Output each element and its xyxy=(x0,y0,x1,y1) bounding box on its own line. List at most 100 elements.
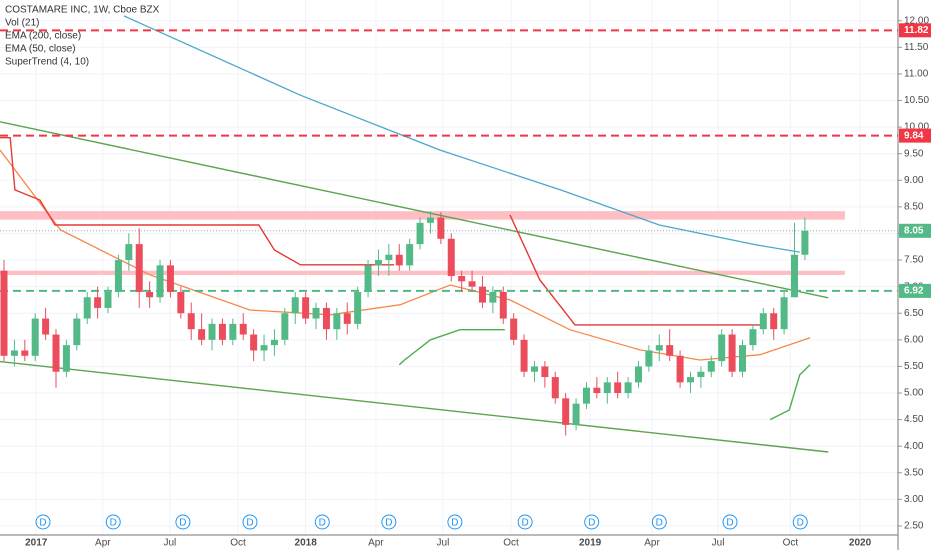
price-label: 11.82 xyxy=(904,25,929,36)
x-tick-label: Oct xyxy=(783,538,799,549)
candle-body xyxy=(582,387,590,404)
price-label: 9.84 xyxy=(904,130,924,141)
y-tick-label: 3.50 xyxy=(904,467,924,478)
legend: COSTAMARE INC, 1W, Cboe BZX Vol (21) EMA… xyxy=(5,5,160,68)
dividend-marker xyxy=(314,514,330,530)
y-tick-label: 10.50 xyxy=(904,95,929,106)
dividend-label: D xyxy=(179,518,186,529)
candle-body xyxy=(343,313,351,324)
candle-body xyxy=(759,313,767,330)
x-tick-label: 2019 xyxy=(579,538,602,549)
candle-body xyxy=(666,345,674,356)
candle-body xyxy=(52,334,60,372)
legend-entry: SuperTrend (4, 10) xyxy=(5,57,89,68)
y-tick-label: 6.50 xyxy=(904,308,924,319)
x-tick-label: 2020 xyxy=(849,538,872,549)
candle-body xyxy=(426,217,434,223)
dividend-marker xyxy=(447,514,463,530)
dividend-marker xyxy=(105,514,121,530)
y-tick-label: 10.00 xyxy=(904,122,929,133)
candle-body xyxy=(603,382,611,394)
legend-entry: EMA (200, close) xyxy=(5,31,81,42)
candle-body xyxy=(801,230,809,255)
y-tick-label: 11.00 xyxy=(904,69,929,80)
candle-body xyxy=(31,318,39,356)
candle-body xyxy=(385,254,393,261)
candle-body xyxy=(749,329,757,346)
candle-body xyxy=(125,244,133,261)
candle-body xyxy=(780,297,788,330)
candle-body xyxy=(218,323,226,340)
dividend-marker xyxy=(242,514,258,530)
x-tick-label: Jul xyxy=(437,538,450,549)
candle-body xyxy=(10,350,18,356)
ema-line xyxy=(123,15,800,253)
zone xyxy=(0,270,845,275)
candle-body xyxy=(374,260,382,266)
candle-body xyxy=(395,254,403,266)
candle-body xyxy=(281,313,289,340)
candle-body xyxy=(614,382,622,394)
candle-body xyxy=(624,382,632,394)
dividend-marker xyxy=(792,514,808,530)
dividend-marker xyxy=(584,514,600,530)
dividend-marker xyxy=(35,514,51,530)
dividend-label: D xyxy=(521,518,528,529)
candle-body xyxy=(260,345,268,351)
dividend-label: D xyxy=(110,518,117,529)
candle-body xyxy=(770,313,778,330)
y-tick-label: 9.50 xyxy=(904,148,924,159)
dividend-label: D xyxy=(588,518,595,529)
dividend-marker xyxy=(381,514,397,530)
candle-body xyxy=(239,323,247,335)
candle-body xyxy=(322,307,330,330)
candle-body xyxy=(645,350,653,367)
candle-body xyxy=(447,238,455,277)
y-tick-label: 11.50 xyxy=(904,42,929,53)
candle-body xyxy=(198,329,206,340)
candle-body xyxy=(489,291,497,303)
candle-body xyxy=(83,297,91,319)
ema-line xyxy=(0,149,811,361)
x-tick-label: Jul xyxy=(712,538,725,549)
candle-body xyxy=(437,217,445,239)
x-tick-label: Apr xyxy=(644,538,660,549)
candle-body xyxy=(707,361,715,372)
candle-body xyxy=(728,334,736,372)
candle-body xyxy=(229,323,237,340)
candle-body xyxy=(62,345,70,372)
price-label-bg xyxy=(899,223,931,238)
supertrend-line xyxy=(509,214,765,326)
candle-body xyxy=(686,377,694,383)
candle-body xyxy=(676,355,684,383)
candle-body xyxy=(364,265,372,292)
candle-body xyxy=(94,297,102,308)
y-tick-label: 4.50 xyxy=(904,414,924,425)
candle-body xyxy=(593,387,601,394)
y-tick-label: 9.00 xyxy=(904,175,924,186)
candle-body xyxy=(187,313,195,330)
x-tick-label: Apr xyxy=(368,538,384,549)
y-tick-label: 3.00 xyxy=(904,494,924,505)
candle-body xyxy=(738,345,746,372)
x-tick-label: 2018 xyxy=(295,538,318,549)
x-tick-label: 2017 xyxy=(25,538,48,549)
candle-body xyxy=(166,265,174,292)
candle-body xyxy=(135,244,143,292)
candle-body xyxy=(697,371,705,378)
x-tick-label: Oct xyxy=(503,538,519,549)
candle-body xyxy=(146,291,154,298)
y-tick-label: 4.00 xyxy=(904,441,924,452)
supertrend-line xyxy=(0,137,395,266)
chart-title: COSTAMARE INC, 1W, Cboe BZX xyxy=(5,5,160,16)
y-tick-label: 8.50 xyxy=(904,202,924,213)
dividend-label: D xyxy=(39,518,46,529)
candle-body xyxy=(468,281,476,287)
y-tick-label: 12.00 xyxy=(904,15,929,26)
candle-body xyxy=(312,307,320,319)
trendline xyxy=(0,360,829,453)
y-tick-label: 6.00 xyxy=(904,334,924,345)
dividend-label: D xyxy=(385,518,392,529)
legend-entry: Vol (21) xyxy=(5,18,39,29)
